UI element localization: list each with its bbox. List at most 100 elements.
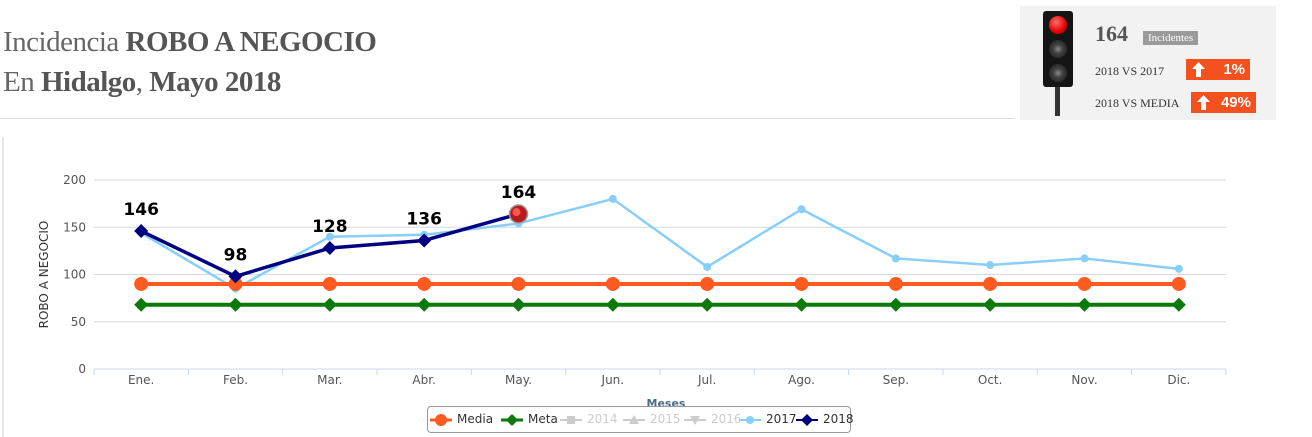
- compare-2017-badge: 1%: [1186, 59, 1250, 80]
- series-line-2017: [140, 197, 1179, 290]
- data-point: [1171, 276, 1186, 291]
- legend-label: 2015: [650, 412, 681, 426]
- incident-count: 164: [1095, 21, 1128, 46]
- data-point: [605, 297, 620, 312]
- legend-label: 2018: [823, 412, 854, 426]
- legend-label: 2016: [711, 412, 742, 426]
- data-point: [700, 297, 715, 312]
- data-point: [228, 297, 243, 312]
- data-point: [1174, 264, 1183, 273]
- compare-2017-label: 2018 VS 2017: [1095, 64, 1165, 78]
- x-tick-label: May.: [505, 373, 532, 387]
- title-line-2: En Hidalgo, Mayo 2018: [3, 66, 281, 98]
- data-point: [794, 297, 809, 312]
- data-point: [700, 276, 715, 291]
- legend-label: Media: [457, 412, 494, 426]
- legend-symbol: [796, 414, 818, 426]
- y-tick-label: 150: [63, 220, 86, 234]
- x-tick-label: Feb.: [223, 373, 248, 387]
- y-tick-label: 0: [78, 362, 86, 376]
- data-label: 128: [312, 217, 348, 237]
- data-point: [511, 297, 526, 312]
- y-axis-title: ROBO A NEGOCIO: [37, 221, 51, 329]
- compare-media-label: 2018 VS MEDIA: [1095, 96, 1180, 110]
- incident-unit-badge: Incidentes: [1143, 31, 1199, 45]
- x-tick-label: Ago.: [788, 373, 815, 387]
- amber-lamp: [1049, 40, 1067, 58]
- kpi-panel: 164 Incidentes 2018 VS 2017 1% 2018 VS M…: [1020, 6, 1276, 120]
- data-point: [888, 297, 903, 312]
- data-point: [417, 297, 432, 312]
- data-point: [797, 205, 806, 214]
- chart-panel: [10, 150, 1265, 437]
- page-title: Incidencia ROBO A NEGOCIO En Hidalgo, Ma…: [3, 22, 377, 102]
- data-point: [1077, 276, 1092, 291]
- state-name: Hidalgo: [40, 66, 136, 98]
- series-2018: [134, 204, 529, 284]
- x-axis: Ene. Feb. Mar. Abr. May. Jun. Jul. Ago. Sep. Oct.…: [93, 369, 1227, 410]
- data-label: 146: [123, 200, 159, 220]
- legend-symbol: [623, 415, 645, 424]
- red-lamp: [1049, 16, 1067, 34]
- y-tick-label: 50: [71, 315, 86, 329]
- compare-2017-value: 1%: [1223, 61, 1245, 78]
- traffic-light-pole: [1055, 84, 1060, 116]
- compare-media-value: 49%: [1220, 94, 1251, 111]
- data-point: [703, 262, 712, 271]
- data-labels: 146 98 128 136 164: [123, 183, 536, 265]
- green-lamp: [1049, 64, 1067, 82]
- title-divider: [0, 118, 1015, 119]
- data-point: [322, 297, 337, 312]
- data-point: [1077, 297, 1092, 312]
- legend-symbol: [560, 416, 582, 424]
- title-line-1: Incidencia ROBO A NEGOCIO: [3, 26, 377, 58]
- data-point: [891, 254, 900, 263]
- chart-legend: Media Meta 2014 2015 2016 2017 2018: [427, 406, 854, 433]
- series-Meta: [134, 297, 1186, 312]
- data-label: 136: [406, 209, 442, 229]
- x-tick-label: Abr.: [412, 373, 435, 387]
- compare-media-badge: 49%: [1191, 92, 1256, 113]
- legend-symbol: [684, 416, 706, 425]
- data-point: [986, 261, 995, 270]
- data-point: [417, 276, 432, 291]
- data-point: [417, 233, 432, 248]
- x-tick-label: Mar.: [317, 373, 342, 387]
- crime-type: ROBO A NEGOCIO: [125, 26, 377, 58]
- legend-symbol: [739, 416, 761, 424]
- data-point: [322, 241, 337, 256]
- legend-label: 2017: [766, 412, 797, 426]
- x-tick-label: Jun.: [601, 373, 625, 387]
- series-Media: [134, 276, 1186, 291]
- y-tick-label: 100: [63, 268, 86, 282]
- data-point: [134, 297, 149, 312]
- y-axis: 0 50 100 150 200 ROBO A NEGOCIO: [37, 173, 86, 376]
- y-tick-label: 200: [63, 173, 86, 187]
- traffic-light-icon: [1043, 11, 1073, 87]
- data-point: [794, 276, 809, 291]
- data-point: [983, 276, 998, 291]
- series-2017: [137, 194, 1183, 293]
- highlight-point-shine: [512, 208, 521, 217]
- data-point: [322, 276, 337, 291]
- arrow-up-icon: [1192, 62, 1205, 77]
- x-tick-label: Nov.: [1071, 373, 1097, 387]
- series-layer: [134, 194, 1186, 312]
- period: Mayo 2018: [149, 66, 281, 98]
- data-point: [325, 232, 334, 241]
- panel-left-border: [2, 137, 4, 437]
- legend-label: 2014: [587, 412, 618, 426]
- data-point: [605, 276, 620, 291]
- legend-symbol: [501, 414, 523, 426]
- data-point: [888, 276, 903, 291]
- x-tick-label: Ene.: [128, 373, 154, 387]
- data-point: [228, 276, 243, 291]
- x-tick-label: Jul.: [697, 373, 716, 387]
- data-point: [1171, 297, 1186, 312]
- data-point: [511, 276, 526, 291]
- data-label: 98: [224, 245, 248, 265]
- data-point: [983, 297, 998, 312]
- data-point: [134, 224, 149, 239]
- data-label: 164: [501, 183, 537, 203]
